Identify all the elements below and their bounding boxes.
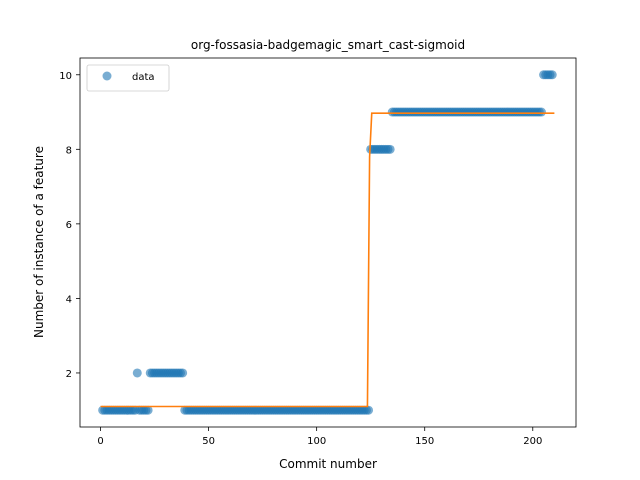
x-tick-label: 50 (202, 436, 215, 447)
x-tick-label: 200 (523, 436, 542, 447)
legend: data (86, 64, 170, 92)
y-tick-label: 10 (59, 71, 72, 82)
data-point (385, 144, 395, 154)
legend-box (86, 64, 170, 92)
legend-label-data: data (132, 72, 155, 83)
y-axis-label: Number of instance of a feature (32, 146, 46, 338)
y-tick-label: 6 (66, 220, 72, 231)
y-tick-label: 2 (66, 369, 72, 380)
y-axis: 2 4 6 8 10 (59, 71, 80, 380)
legend-marker (102, 71, 112, 81)
y-tick-label: 8 (66, 145, 72, 156)
plot-frame (79, 57, 577, 428)
x-tick-label: 0 (97, 436, 103, 447)
x-axis-label: Commit number (279, 457, 377, 471)
data-point (143, 405, 153, 415)
data-point (364, 405, 374, 415)
plot-area (98, 70, 557, 415)
x-axis: 0 50 100 150 200 (97, 427, 542, 447)
x-tick-label: 100 (307, 436, 326, 447)
x-tick-label: 150 (415, 436, 434, 447)
data-point (178, 368, 188, 378)
fit-line (100, 112, 555, 408)
data-point (132, 368, 142, 378)
chart-title: org-fossasia-badgemagic_smart_cast-sigmo… (191, 38, 465, 52)
data-point (536, 107, 546, 117)
data-point (547, 70, 557, 80)
y-tick-label: 4 (66, 294, 72, 305)
